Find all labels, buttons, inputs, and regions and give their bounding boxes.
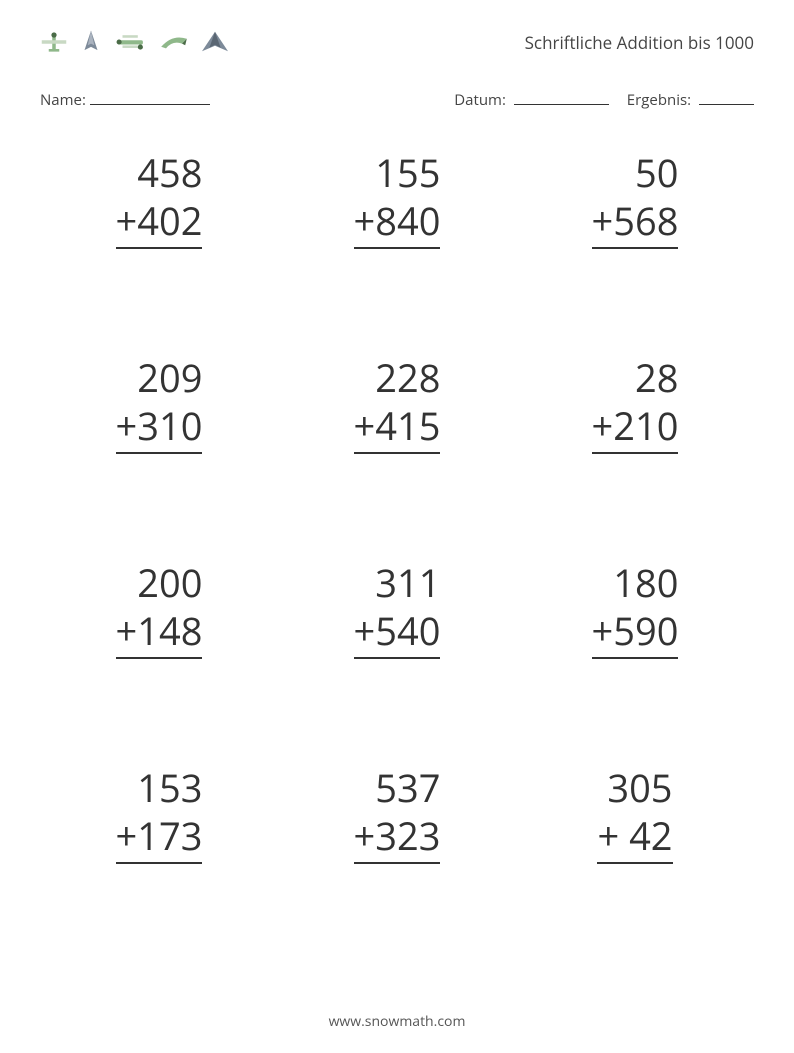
problem: 537+323 <box>308 765 486 900</box>
name-label: Name: <box>40 90 86 110</box>
addend-top: 153 <box>116 765 203 813</box>
addend-top: 28 <box>592 355 679 403</box>
addend-bottom: +210 <box>592 403 679 451</box>
addend-bottom: +415 <box>354 403 441 451</box>
addend-top: 155 <box>354 150 441 198</box>
answer-rule[interactable] <box>354 247 441 285</box>
problem: 228+415 <box>308 355 486 490</box>
answer-rule[interactable] <box>597 862 672 900</box>
info-row: Name: Datum: Ergebnis: <box>40 90 754 110</box>
addend-bottom: +310 <box>116 403 203 451</box>
airplane-icon <box>40 28 68 56</box>
addend-top: 228 <box>354 355 441 403</box>
footer-url: www.snowmath.com <box>0 1012 794 1031</box>
problems-grid: 458+402 155+840 50+568 209+310 228+415 2… <box>40 150 754 900</box>
addend-bottom: +590 <box>592 608 679 656</box>
addend-bottom: +402 <box>116 198 203 246</box>
problem: 305+ 42 <box>546 765 724 900</box>
date-label: Datum: <box>454 90 506 110</box>
addend-top: 305 <box>597 765 672 813</box>
addend-bottom: + 42 <box>597 813 672 861</box>
problem: 180+590 <box>546 560 724 695</box>
answer-rule[interactable] <box>354 862 441 900</box>
answer-rule[interactable] <box>592 657 679 695</box>
addend-bottom: +540 <box>354 608 441 656</box>
answer-rule[interactable] <box>592 452 679 490</box>
problem: 200+148 <box>70 560 248 695</box>
biplane-icon <box>114 30 148 54</box>
jet-icon <box>78 28 104 56</box>
addend-top: 209 <box>116 355 203 403</box>
worksheet-header: Schriftliche Addition bis 1000 <box>40 28 754 56</box>
worksheet-title: Schriftliche Addition bis 1000 <box>525 31 754 54</box>
answer-rule[interactable] <box>116 657 203 695</box>
answer-rule[interactable] <box>116 247 203 285</box>
result-label: Ergebnis: <box>627 90 691 110</box>
answer-rule[interactable] <box>116 452 203 490</box>
addend-bottom: +323 <box>354 813 441 861</box>
problem: 311+540 <box>308 560 486 695</box>
problem: 153+173 <box>70 765 248 900</box>
addend-top: 200 <box>116 560 203 608</box>
addend-bottom: +148 <box>116 608 203 656</box>
problem: 458+402 <box>70 150 248 285</box>
answer-rule[interactable] <box>354 452 441 490</box>
header-icons <box>40 28 230 56</box>
answer-rule[interactable] <box>592 247 679 285</box>
swoosh-jet-icon <box>158 30 190 54</box>
result-blank[interactable] <box>699 90 754 105</box>
addend-top: 50 <box>592 150 679 198</box>
stealth-icon <box>200 29 230 55</box>
answer-rule[interactable] <box>354 657 441 695</box>
addend-top: 311 <box>354 560 441 608</box>
addend-top: 537 <box>354 765 441 813</box>
addend-top: 180 <box>592 560 679 608</box>
problem: 50+568 <box>546 150 724 285</box>
problem: 28+210 <box>546 355 724 490</box>
problem: 209+310 <box>70 355 248 490</box>
problem: 155+840 <box>308 150 486 285</box>
date-blank[interactable] <box>514 90 609 105</box>
addend-bottom: +173 <box>116 813 203 861</box>
addend-bottom: +568 <box>592 198 679 246</box>
name-blank[interactable] <box>90 90 210 105</box>
addend-top: 458 <box>116 150 203 198</box>
addend-bottom: +840 <box>354 198 441 246</box>
answer-rule[interactable] <box>116 862 203 900</box>
